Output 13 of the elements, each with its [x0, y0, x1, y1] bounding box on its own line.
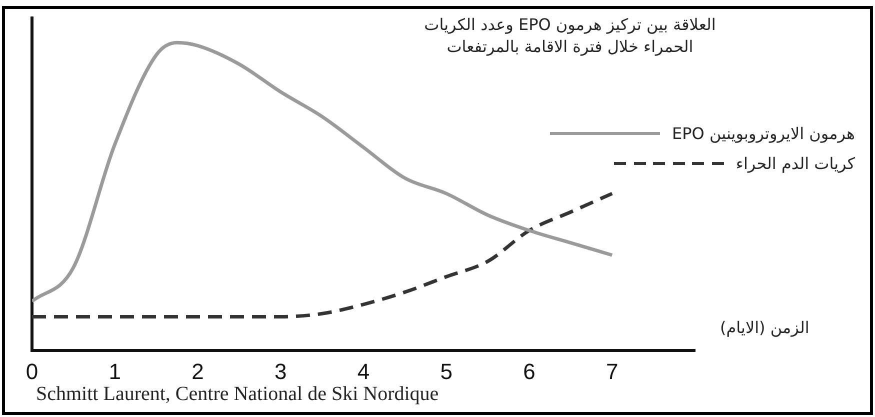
x-tick-label: 7 [606, 358, 618, 384]
x-tick-label: 1 [108, 358, 121, 384]
legend-label: كريات الدم الحراء [736, 154, 855, 172]
x-tick-label: 0 [26, 358, 38, 384]
chart-title: العلاقة بين تركيز هرمون EPO وعدد الكريات الحمراء خلال فترة الاقامة بالمرتفعات [423, 14, 717, 58]
x-tick-label: 6 [523, 358, 536, 384]
x-tick-label: 2 [192, 358, 204, 384]
legend-label: هرمون الايروتروبوينين EPO [672, 124, 855, 142]
x-axis-title: الزمن (الايام) [720, 318, 810, 337]
x-tick-label: 4 [357, 358, 370, 384]
x-tick-label: 3 [274, 358, 287, 384]
x-tick-label: 5 [440, 358, 452, 384]
text: Schmitt Laurent, Centre National de Ski Nordique [36, 383, 439, 406]
